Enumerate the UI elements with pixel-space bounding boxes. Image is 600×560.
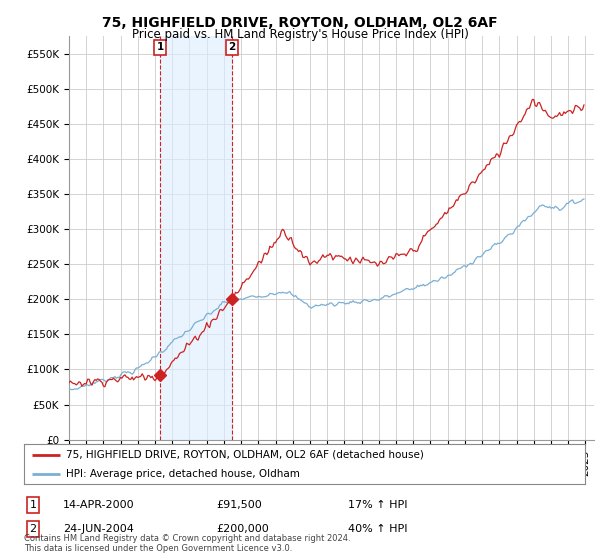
- Text: Price paid vs. HM Land Registry's House Price Index (HPI): Price paid vs. HM Land Registry's House …: [131, 28, 469, 41]
- Text: 1: 1: [157, 43, 164, 53]
- Text: 75, HIGHFIELD DRIVE, ROYTON, OLDHAM, OL2 6AF: 75, HIGHFIELD DRIVE, ROYTON, OLDHAM, OL2…: [102, 16, 498, 30]
- Text: 2: 2: [229, 43, 236, 53]
- Bar: [160, 36, 232, 440]
- Text: 75, HIGHFIELD DRIVE, ROYTON, OLDHAM, OL2 6AF (detached house): 75, HIGHFIELD DRIVE, ROYTON, OLDHAM, OL2…: [66, 450, 424, 460]
- Text: HPI: Average price, detached house, Oldham: HPI: Average price, detached house, Oldh…: [66, 469, 300, 478]
- Text: £91,500: £91,500: [216, 500, 262, 510]
- Text: £200,000: £200,000: [216, 524, 269, 534]
- Text: 2: 2: [29, 524, 37, 534]
- Text: 24-JUN-2004: 24-JUN-2004: [63, 524, 134, 534]
- Text: Contains HM Land Registry data © Crown copyright and database right 2024.
This d: Contains HM Land Registry data © Crown c…: [24, 534, 350, 553]
- Text: 40% ↑ HPI: 40% ↑ HPI: [348, 524, 407, 534]
- Text: 1: 1: [29, 500, 37, 510]
- Text: 17% ↑ HPI: 17% ↑ HPI: [348, 500, 407, 510]
- Text: 14-APR-2000: 14-APR-2000: [63, 500, 134, 510]
